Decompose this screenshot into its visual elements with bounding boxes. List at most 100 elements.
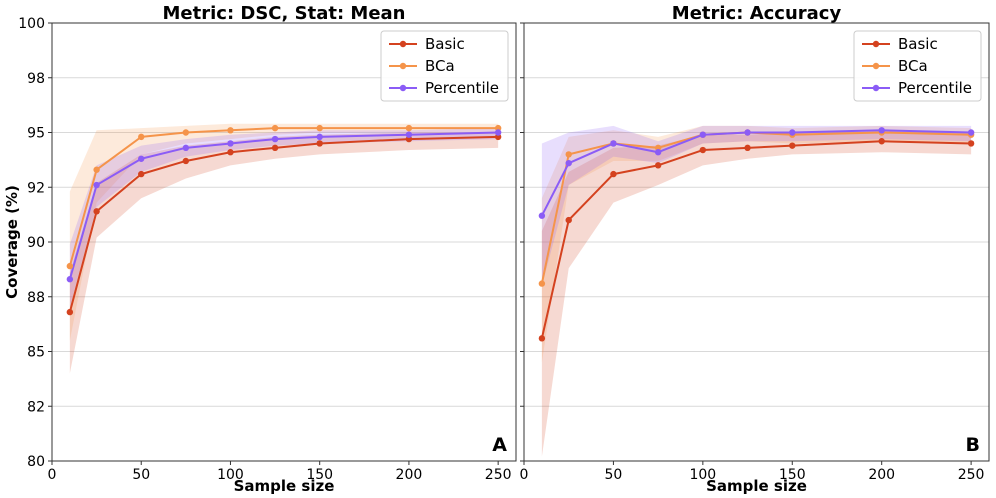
data-point-basic	[789, 142, 796, 149]
data-point-basic	[610, 170, 617, 178]
legend-label-percentile: Percentile	[425, 79, 499, 97]
legend-box	[380, 30, 509, 102]
data-point-percentile	[878, 127, 885, 134]
data-point-basic	[565, 216, 572, 224]
legend-label-bca: BCa	[898, 57, 928, 75]
data-point-bca	[93, 166, 100, 173]
legend-label-percentile: Percentile	[898, 79, 972, 97]
x-tick-label: 50	[132, 467, 150, 483]
data-point-bca	[316, 124, 323, 132]
band-percentile	[541, 125, 972, 286]
band-layer	[69, 123, 499, 374]
legend-entries: Basic BCa Percentile	[389, 35, 499, 97]
data-point-basic	[538, 335, 546, 342]
data-point-bca	[405, 124, 413, 132]
data-point-basic	[93, 208, 100, 215]
panel-b: 0 50 100 150 200 250 Metric: Accuracy Sample …	[520, 3, 990, 495]
data-point-percentile	[565, 159, 572, 167]
x-tick-label: 150	[306, 467, 333, 483]
legend-marker-bca	[399, 62, 407, 70]
legend-box	[853, 30, 982, 102]
data-point-bca	[538, 280, 546, 287]
x-tick-label: 200	[868, 467, 895, 483]
x-tick-label: 250	[958, 467, 985, 483]
y-tick-label: 90	[27, 235, 45, 251]
x-tick-label: 100	[689, 467, 716, 483]
data-point-percentile	[66, 276, 74, 283]
y-axis-ticks: 80 82 85 88 90 92 95 98 100	[18, 16, 52, 470]
data-point-basic	[182, 157, 190, 165]
data-point-percentile	[271, 135, 279, 143]
data-point-percentile	[93, 181, 100, 189]
panel-a-legend: Basic BCa Percentile	[380, 30, 509, 102]
data-point-basic	[138, 170, 145, 178]
band-bca	[69, 123, 499, 341]
data-point-percentile	[405, 131, 413, 138]
x-tick-label: 250	[485, 467, 512, 483]
data-point-percentile	[610, 140, 617, 147]
y-tick-label: 100	[18, 16, 45, 32]
data-point-bca	[565, 151, 572, 158]
y-tick-label: 85	[27, 345, 45, 361]
y-tick-label: 88	[27, 290, 45, 306]
x-axis-ticks: 0 50 100 150 200 250	[48, 461, 512, 483]
data-point-percentile	[967, 129, 975, 136]
x-tick-label: 50	[605, 467, 623, 483]
y-axis-ticks	[520, 22, 524, 462]
data-point-bca	[138, 133, 145, 141]
data-point-bca	[227, 127, 234, 134]
legend-marker-percentile	[872, 84, 880, 92]
data-point-basic	[316, 140, 323, 147]
y-tick-label: 92	[27, 180, 45, 196]
data-point-bca	[271, 124, 279, 132]
data-point-percentile	[316, 133, 323, 141]
legend-entries: Basic BCa Percentile	[862, 35, 972, 97]
data-point-percentile	[789, 129, 796, 136]
data-point-percentile	[182, 144, 190, 152]
y-tick-label: 82	[27, 399, 45, 415]
point-layer	[538, 127, 975, 342]
data-point-basic	[227, 149, 234, 156]
data-point-basic	[271, 144, 279, 152]
data-point-basic	[878, 138, 885, 145]
panel-a-x-axis-label: Sample size	[234, 477, 335, 495]
legend-label-basic: Basic	[898, 35, 938, 53]
x-tick-label: 150	[779, 467, 806, 483]
legend-label-basic: Basic	[425, 35, 465, 53]
data-point-percentile	[494, 129, 502, 136]
x-tick-label: 0	[48, 467, 57, 483]
y-tick-label: 95	[27, 126, 45, 142]
legend-label-bca: BCa	[425, 57, 455, 75]
panel-b-label: B	[966, 434, 980, 456]
data-point-basic	[744, 144, 751, 152]
data-point-basic	[66, 308, 74, 316]
data-point-percentile	[654, 149, 662, 156]
data-point-bca	[654, 144, 662, 152]
panel-a: 0 50 100 150 200 250 80 82 85 88 90 92 95 98 100 Metr…	[3, 3, 517, 495]
y-tick-label: 80	[27, 454, 45, 470]
point-layer	[66, 124, 502, 316]
data-point-bca	[182, 129, 190, 136]
legend-marker-basic	[872, 40, 880, 48]
panel-a-y-axis-label: Coverage (%)	[3, 185, 21, 299]
data-point-percentile	[538, 212, 546, 219]
data-point-basic	[494, 133, 502, 141]
panel-b-x-axis-label: Sample size	[706, 477, 807, 495]
data-point-basic	[405, 135, 413, 143]
data-point-percentile	[699, 131, 707, 138]
legend-marker-percentile	[399, 84, 407, 92]
panel-a-title: Metric: DSC, Stat: Mean	[163, 3, 406, 24]
x-tick-label: 100	[217, 467, 244, 483]
panel-a-label: A	[492, 434, 507, 456]
data-point-basic	[699, 146, 707, 154]
panel-b-title: Metric: Accuracy	[672, 3, 842, 24]
data-point-basic	[967, 140, 975, 147]
y-tick-label: 98	[27, 71, 45, 87]
data-point-percentile	[227, 140, 234, 147]
panel-b-legend: Basic BCa Percentile	[853, 30, 982, 102]
legend-marker-bca	[872, 62, 880, 70]
x-tick-label: 200	[396, 467, 423, 483]
legend-marker-basic	[399, 40, 407, 48]
data-point-bca	[494, 124, 502, 132]
